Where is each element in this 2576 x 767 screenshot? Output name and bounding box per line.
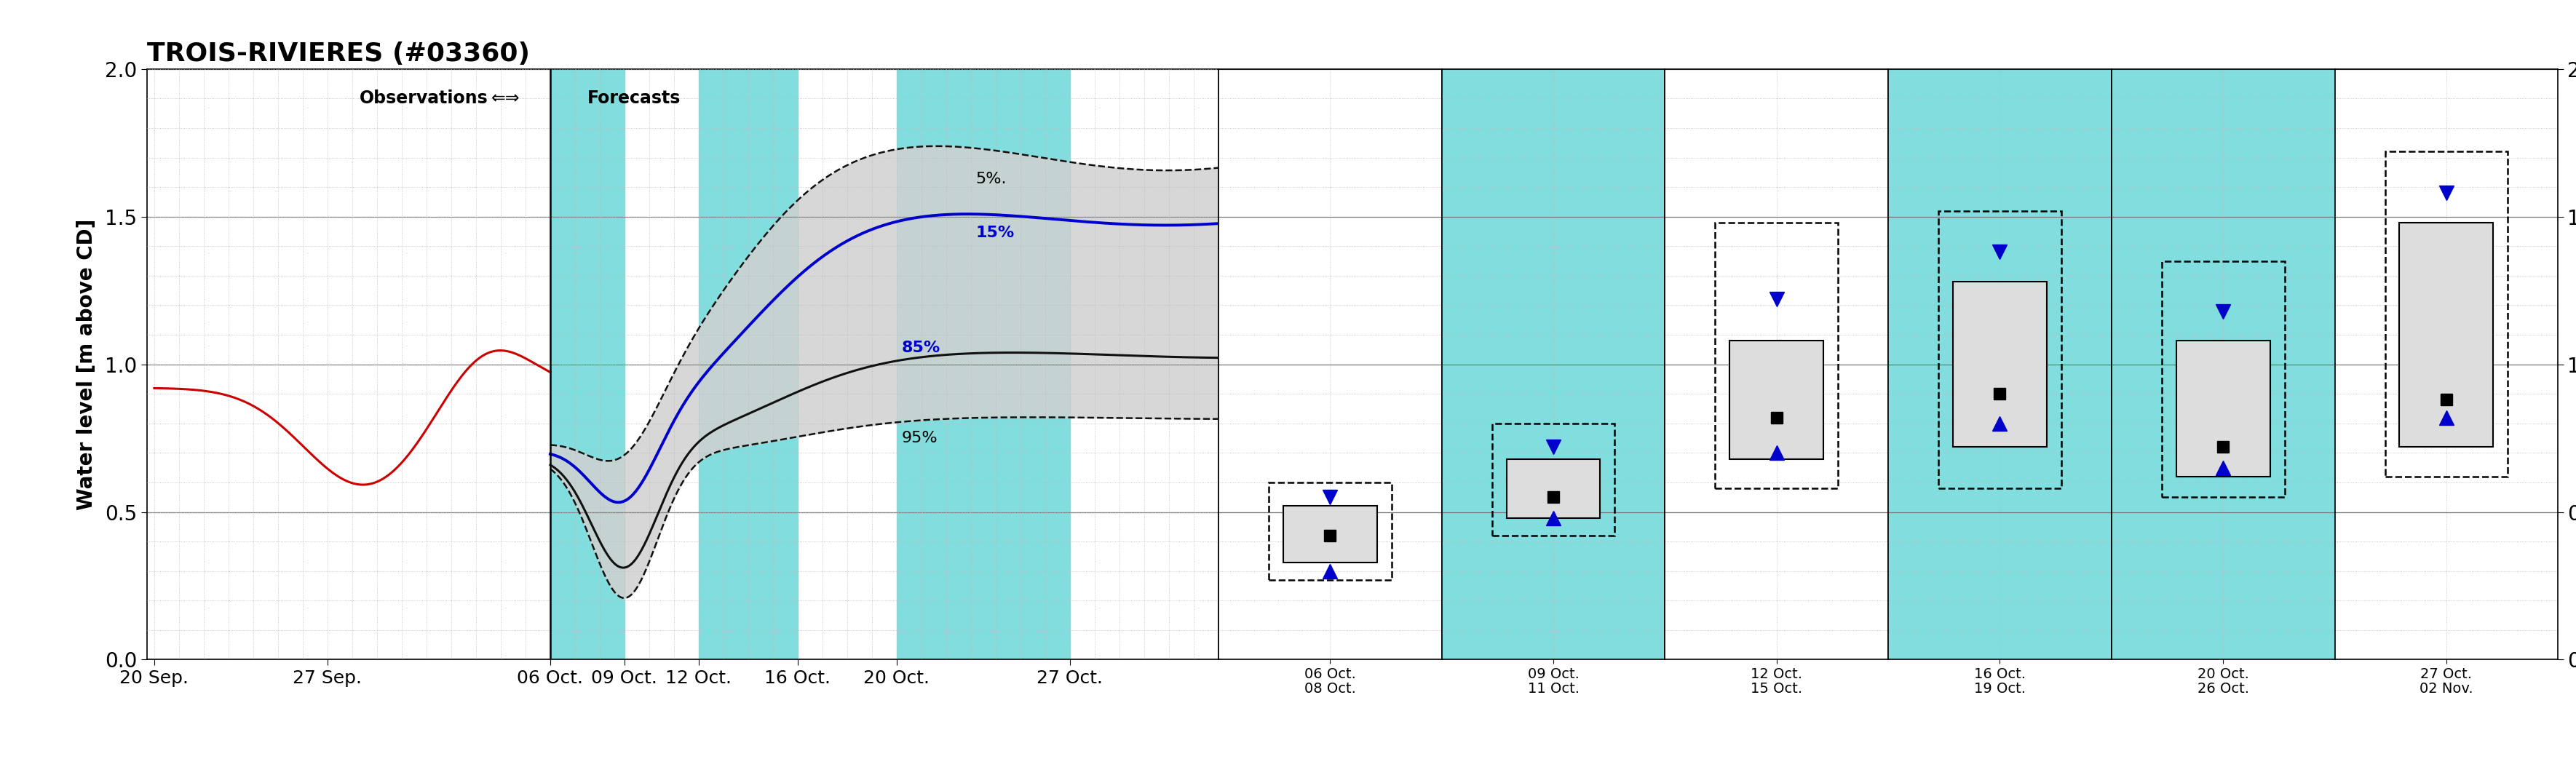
Bar xyxy=(1492,423,1615,535)
Bar xyxy=(1937,211,2061,489)
Bar xyxy=(896,69,1069,660)
X-axis label: 15 Oct.: 15 Oct. xyxy=(1752,682,1803,696)
Bar xyxy=(1728,341,1824,459)
Text: 5%.: 5%. xyxy=(976,172,1007,186)
X-axis label: 19 Oct.: 19 Oct. xyxy=(1973,682,2025,696)
Bar xyxy=(551,69,623,660)
Bar xyxy=(2398,222,2494,447)
X-axis label: 11 Oct.: 11 Oct. xyxy=(1528,682,1579,696)
Text: Forecasts: Forecasts xyxy=(587,90,680,107)
Bar xyxy=(2177,341,2269,476)
Text: 85%: 85% xyxy=(902,341,940,355)
Bar xyxy=(1716,222,1837,489)
Text: Observations: Observations xyxy=(361,90,489,107)
X-axis label: 02 Nov.: 02 Nov. xyxy=(2419,682,2473,696)
Bar xyxy=(2385,152,2509,476)
Text: 95%: 95% xyxy=(902,431,938,446)
Text: TROIS-RIVIERES (#03360): TROIS-RIVIERES (#03360) xyxy=(147,41,531,66)
Y-axis label: Water level [m above CD]: Water level [m above CD] xyxy=(77,219,98,510)
Bar xyxy=(698,69,799,660)
X-axis label: 26 Oct.: 26 Oct. xyxy=(2197,682,2249,696)
Bar xyxy=(1283,506,1378,562)
Bar xyxy=(2161,261,2285,497)
Text: ⇐⇒: ⇐⇒ xyxy=(492,90,520,107)
Text: 15%: 15% xyxy=(976,226,1015,240)
X-axis label: 08 Oct.: 08 Oct. xyxy=(1303,682,1355,696)
Bar xyxy=(1953,281,2048,447)
Bar xyxy=(1267,482,1391,580)
Bar xyxy=(1507,459,1600,518)
